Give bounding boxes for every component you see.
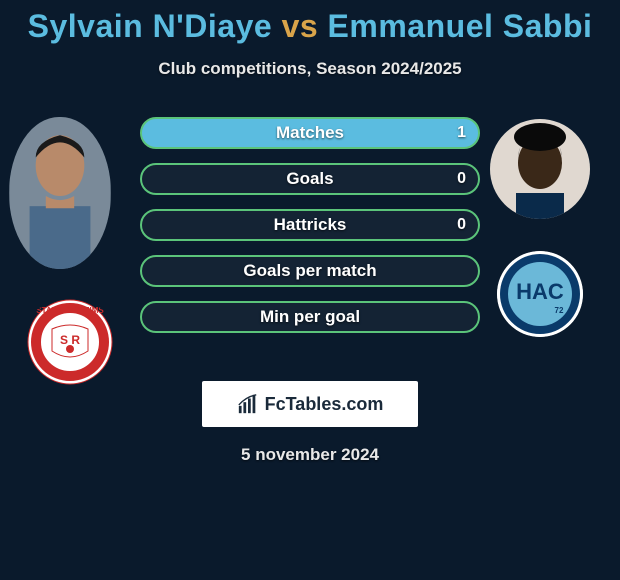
player2-avatar-icon (490, 119, 590, 219)
svg-text:HAC: HAC (516, 279, 564, 304)
svg-text:S R: S R (60, 333, 80, 347)
svg-text:72: 72 (555, 306, 564, 315)
stat-value-right: 0 (457, 216, 466, 234)
stat-label: Matches (276, 123, 344, 143)
source-badge: FcTables.com (202, 381, 418, 427)
fctables-logo-icon (237, 393, 259, 415)
stat-bar: Hattricks 0 (140, 209, 480, 241)
player2-name: Emmanuel Sabbi (328, 8, 593, 44)
stat-bars: Matches 1 Goals 0 Hattricks 0 Goals per match M… (140, 117, 480, 333)
player1-club-icon: STADE DE REIMS S R (20, 299, 120, 385)
stat-label: Goals (286, 169, 333, 189)
stat-value-right: 0 (457, 170, 466, 188)
stat-bar: Min per goal (140, 301, 480, 333)
stat-bar: Matches 1 (140, 117, 480, 149)
svg-text:STADE DE REIMS: STADE DE REIMS (36, 306, 104, 315)
player1-avatar-icon (9, 117, 111, 269)
player2-avatar (490, 119, 590, 219)
player1-avatar (9, 117, 111, 269)
stat-bar: Goals 0 (140, 163, 480, 195)
stat-label: Goals per match (243, 261, 376, 281)
vs-text: vs (282, 8, 319, 44)
player1-club-logo: STADE DE REIMS S R (20, 299, 120, 385)
player2-club-logo: HAC 72 (497, 251, 583, 337)
date-text: 5 november 2024 (0, 445, 620, 465)
stat-label: Min per goal (260, 307, 360, 327)
player2-club-icon: HAC 72 (497, 251, 583, 337)
stat-value-right: 1 (457, 124, 466, 142)
badge-text: FcTables.com (265, 394, 384, 415)
player1-name: Sylvain N'Diaye (28, 8, 273, 44)
subtitle: Club competitions, Season 2024/2025 (0, 59, 620, 79)
stat-bar: Goals per match (140, 255, 480, 287)
stats-stage: STADE DE REIMS S R HAC 72 Matches1Goals0… (0, 117, 620, 333)
comparison-title: Sylvain N'Diaye vs Emmanuel Sabbi (0, 0, 620, 45)
stat-label: Hattricks (274, 215, 347, 235)
